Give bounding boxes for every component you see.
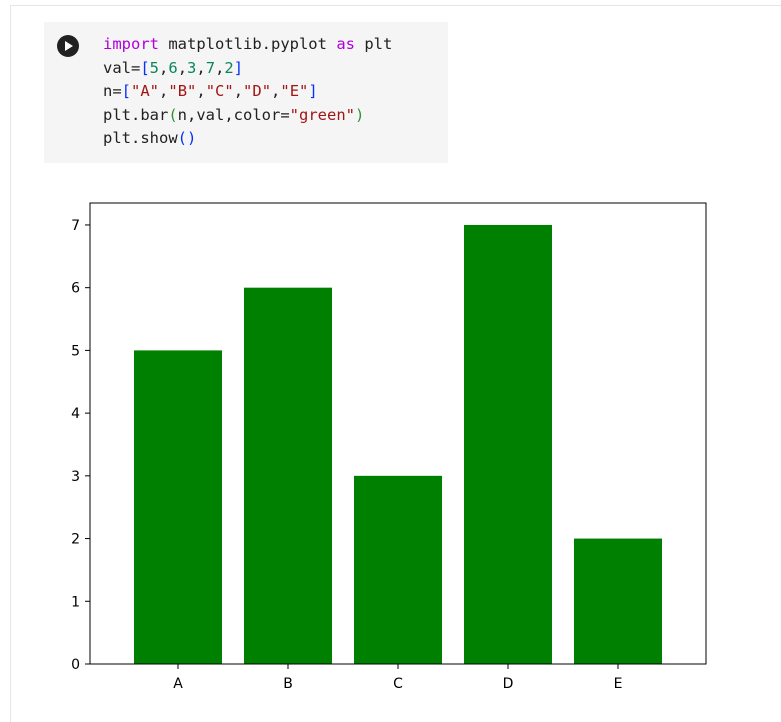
y-tick-label: 7 [71,218,80,234]
y-tick-label: 6 [71,281,80,297]
code-line: plt.show() [103,129,197,147]
x-tick-label: E [614,676,623,692]
y-tick-label: 0 [71,657,80,673]
play-icon [65,41,73,51]
code-line: n=["A","B","C","D","E"] [103,82,318,100]
code-line: import matplotlib.pyplot as plt [103,35,393,53]
x-tick-label: D [503,676,514,692]
bar [244,287,332,664]
y-tick-label: 2 [71,532,80,548]
x-tick-label: A [173,676,183,692]
x-tick-label: C [393,676,403,692]
y-tick-label: 3 [71,469,80,485]
run-cell-button[interactable] [57,35,79,57]
y-tick-label: 1 [71,594,80,610]
cell-top-divider [10,5,781,6]
x-tick-label: B [283,676,293,692]
y-tick-label: 5 [71,343,80,359]
bar [354,475,442,664]
bar [134,350,222,664]
bar-chart: 0 1 2 3 4 5 6 7 A B C D E [71,202,707,692]
code-editor[interactable]: import matplotlib.pyplot as plt val=[5,6,… [103,33,392,151]
code-line: val=[5,6,3,7,2] [103,58,244,77]
cell-left-divider [10,5,11,722]
code-line: plt.bar(n,val,color="green") [103,105,365,124]
cell-output: 0 1 2 3 4 5 6 7 A B C D E [44,190,724,700]
code-cell[interactable] [44,22,448,163]
bar [574,538,662,664]
y-tick-label: 4 [71,406,80,422]
bar [464,224,552,664]
